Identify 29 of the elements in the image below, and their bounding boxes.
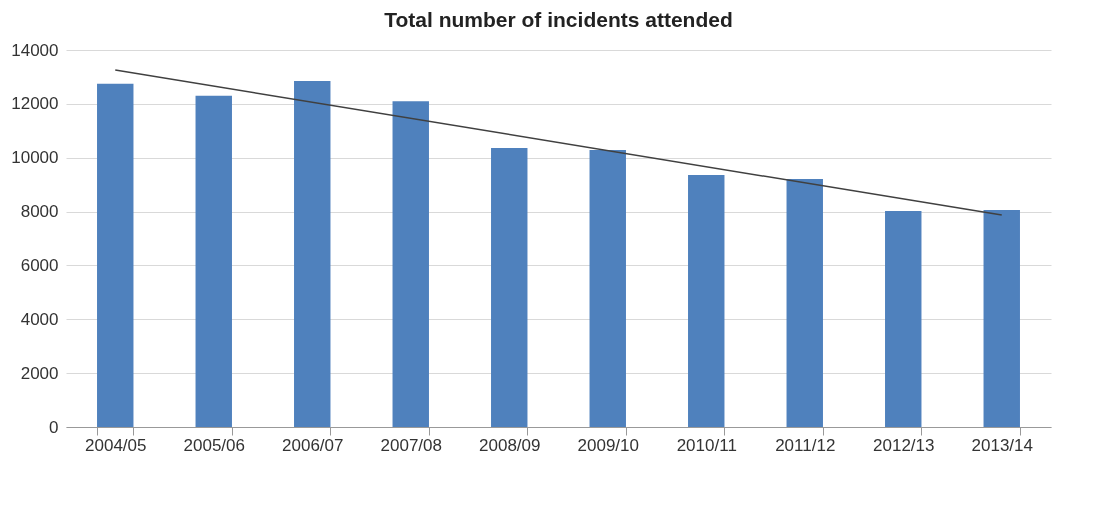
y-tick-label: 4000 bbox=[20, 309, 59, 329]
bar bbox=[589, 149, 626, 427]
chart-title: Total number of incidents attended bbox=[384, 8, 733, 31]
y-tick-label: 2000 bbox=[20, 363, 59, 383]
x-tick-label: 2011/12 bbox=[775, 435, 836, 455]
bar bbox=[97, 83, 134, 427]
y-tick-label: 14000 bbox=[11, 40, 59, 60]
y-tick-label: 12000 bbox=[11, 94, 59, 114]
bar bbox=[688, 174, 725, 427]
x-tick-label: 2006/07 bbox=[282, 435, 344, 455]
x-tick-label: 2010/11 bbox=[676, 435, 737, 455]
y-tick-label: 6000 bbox=[20, 255, 59, 275]
x-tick-label: 2008/09 bbox=[479, 435, 541, 455]
bar bbox=[195, 95, 232, 427]
y-tick-label: 0 bbox=[49, 417, 59, 437]
bar bbox=[885, 211, 922, 427]
bar bbox=[294, 80, 331, 427]
bar bbox=[491, 148, 528, 427]
bar bbox=[983, 209, 1020, 427]
x-tick-label: 2012/13 bbox=[873, 435, 935, 455]
bar bbox=[392, 101, 429, 427]
x-tick-label: 2013/14 bbox=[971, 435, 1033, 455]
x-tick-label: 2005/06 bbox=[183, 435, 245, 455]
y-tick-label: 8000 bbox=[20, 202, 59, 222]
bar bbox=[786, 178, 823, 427]
y-tick-label: 10000 bbox=[11, 148, 59, 168]
x-tick-label: 2007/08 bbox=[380, 435, 442, 455]
x-tick-label: 2009/10 bbox=[577, 435, 639, 455]
x-tick-label: 2004/05 bbox=[85, 435, 147, 455]
